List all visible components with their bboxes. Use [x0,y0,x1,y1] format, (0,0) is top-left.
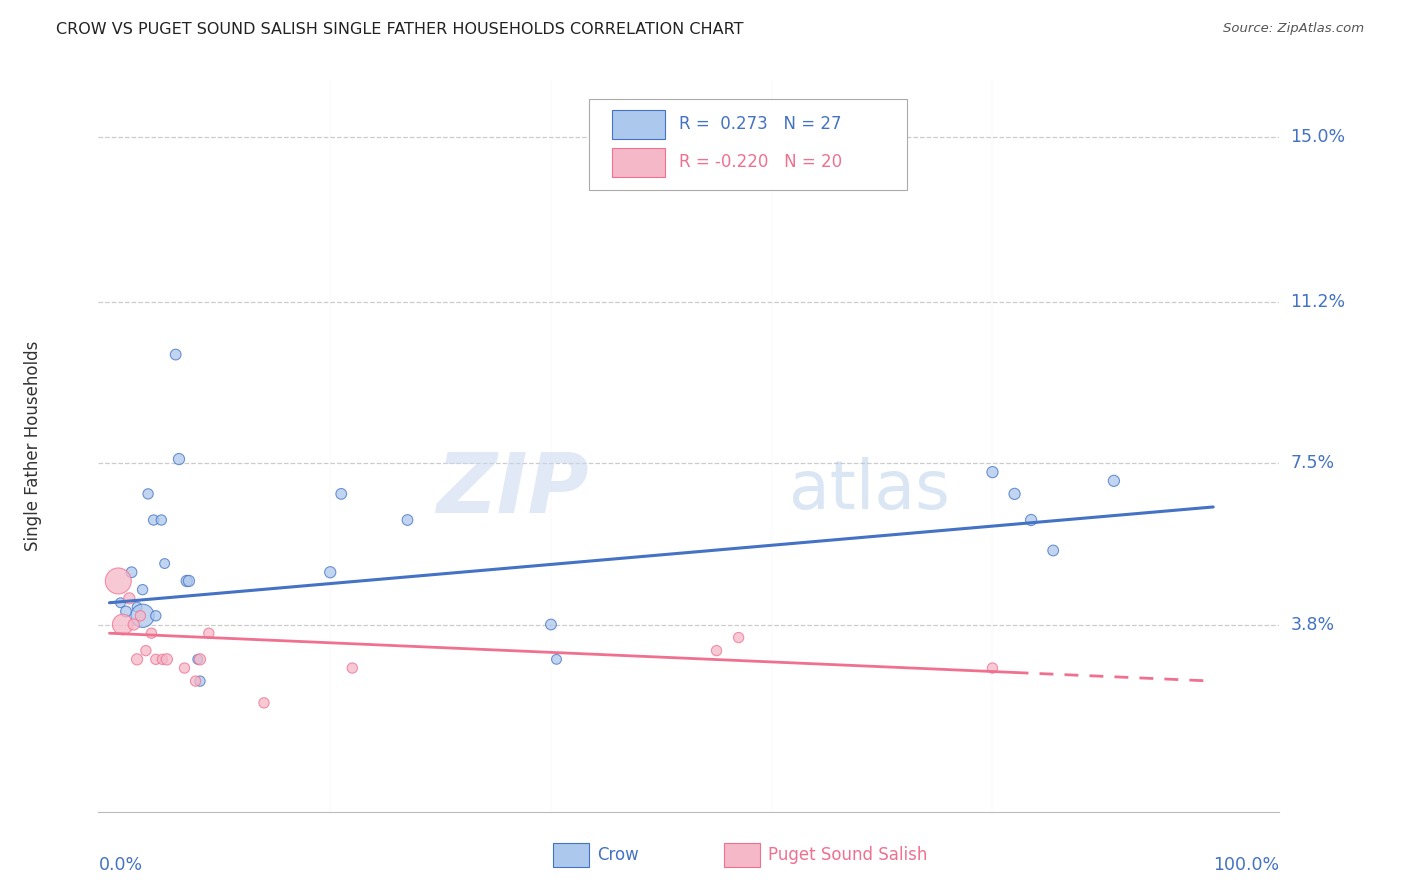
Point [110,596,132,610]
FancyBboxPatch shape [553,843,589,867]
Point [198,626,221,640]
Point [125,600,148,615]
Point [129,608,152,623]
Point [165,348,187,362]
Point [141,626,163,640]
Point [1102,474,1125,488]
Point [1042,543,1064,558]
Point [142,513,165,527]
FancyBboxPatch shape [724,843,759,867]
Point [111,617,134,632]
Point [188,652,211,666]
Point [135,643,157,657]
Text: 3.8%: 3.8% [1291,615,1334,633]
Point [118,591,141,606]
Point [150,513,173,527]
Point [156,652,179,666]
Point [706,643,728,657]
Point [153,557,176,571]
Text: 15.0%: 15.0% [1291,128,1346,146]
Point [342,661,364,675]
Point [121,566,143,580]
Point [131,608,153,623]
Text: 100.0%: 100.0% [1213,855,1279,873]
Point [152,652,174,666]
Text: 7.5%: 7.5% [1291,454,1334,473]
Point [115,604,138,618]
Point [107,574,129,588]
Point [131,582,153,597]
Point [145,608,167,623]
Point [253,696,276,710]
Point [981,661,1004,675]
Text: R = -0.220   N = 20: R = -0.220 N = 20 [679,153,842,171]
Point [122,617,145,632]
Point [727,631,749,645]
Text: Puget Sound Salish: Puget Sound Salish [768,846,928,863]
Point [167,452,190,467]
Point [136,487,159,501]
Point [319,566,342,580]
Point [187,652,209,666]
Point [546,652,568,666]
FancyBboxPatch shape [612,147,665,177]
Text: CROW VS PUGET SOUND SALISH SINGLE FATHER HOUSEHOLDS CORRELATION CHART: CROW VS PUGET SOUND SALISH SINGLE FATHER… [56,22,744,37]
Text: Crow: Crow [596,846,638,863]
Text: Source: ZipAtlas.com: Source: ZipAtlas.com [1223,22,1364,36]
Point [1004,487,1026,501]
Point [184,674,207,689]
Point [145,652,167,666]
FancyBboxPatch shape [589,99,907,190]
FancyBboxPatch shape [612,110,665,139]
Text: 0.0%: 0.0% [98,855,142,873]
Text: ZIP: ZIP [436,450,589,531]
Point [177,574,200,588]
Point [396,513,419,527]
Text: Single Father Households: Single Father Households [24,341,42,551]
Point [188,674,211,689]
Text: R =  0.273   N = 27: R = 0.273 N = 27 [679,115,842,133]
Point [1019,513,1042,527]
Point [330,487,353,501]
Text: atlas: atlas [789,457,950,523]
Point [176,574,198,588]
Point [125,652,148,666]
Text: 11.2%: 11.2% [1291,293,1346,311]
Point [173,661,195,675]
Point [981,465,1004,479]
Point [540,617,562,632]
